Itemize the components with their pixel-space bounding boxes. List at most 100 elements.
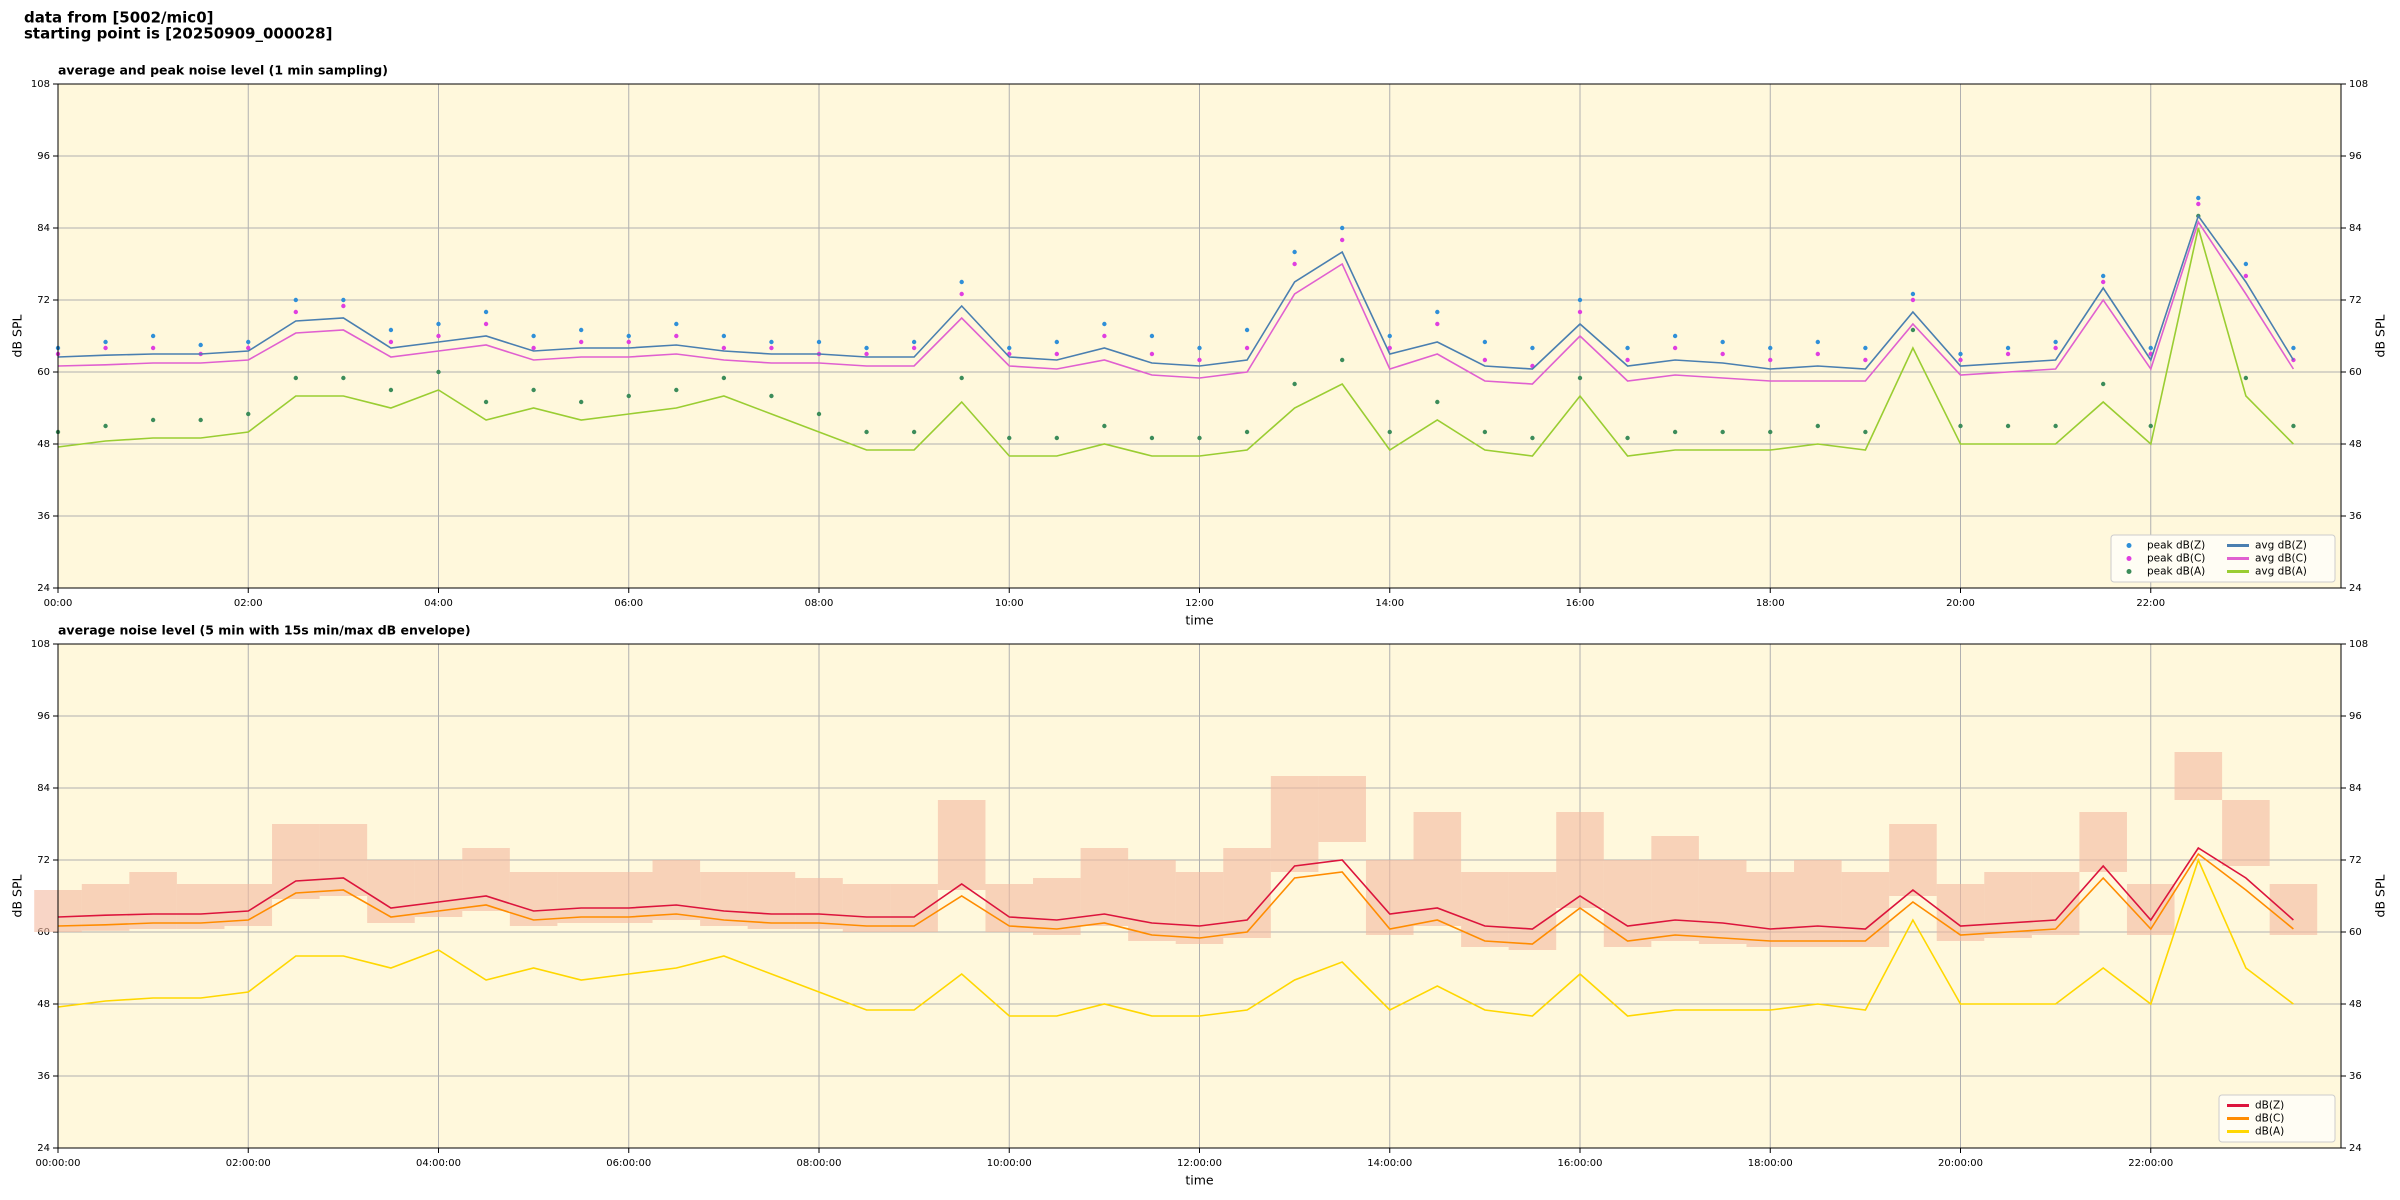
peak-point: [1958, 351, 1963, 357]
x-tick-label: 20:00:00: [1938, 1158, 1983, 1169]
peak-point: [293, 309, 299, 315]
y-tick-label: 24: [37, 583, 50, 594]
peak-point: [1007, 435, 1012, 441]
x-tick-label: 04:00: [424, 598, 453, 609]
envelope-band: [1841, 872, 1890, 947]
peak-point: [531, 387, 536, 393]
peak-point: [1625, 357, 1630, 363]
peak-point: [1054, 435, 1060, 441]
peak-point: [103, 423, 108, 429]
y-tick-label: 60: [37, 367, 50, 378]
peak-point: [578, 399, 584, 405]
peak-point: [2005, 423, 2011, 429]
peak-point: [959, 291, 964, 297]
peak-point: [388, 327, 394, 333]
x-tick-label: 16:00: [1566, 598, 1595, 609]
legend-label: peak dB(A): [2147, 566, 2205, 578]
peak-point: [1102, 423, 1107, 429]
peak-point: [911, 345, 917, 351]
x-tick-label: 10:00:00: [987, 1158, 1032, 1169]
y-tick-label: 48: [2349, 999, 2362, 1010]
envelope-band: [2079, 812, 2127, 872]
peak-point: [198, 417, 203, 423]
peak-point: [1815, 351, 1821, 357]
y-tick-label: 60: [37, 927, 50, 938]
peak-point: [2196, 195, 2201, 201]
peak-point: [150, 345, 156, 351]
peak-point: [293, 375, 299, 381]
x-tick-label: 06:00: [614, 598, 643, 609]
peak-point: [1435, 309, 1440, 315]
peak-point: [2100, 273, 2106, 279]
peak-point: [2053, 339, 2058, 345]
x-tick-label: 04:00:00: [416, 1158, 461, 1169]
peak-point: [1339, 357, 1345, 363]
peak-point: [2291, 345, 2296, 351]
x-tick-label: 14:00: [1375, 598, 1404, 609]
peak-point: [1339, 237, 1345, 243]
peak-point: [1102, 333, 1107, 339]
series-line: [57, 852, 2294, 945]
peak-point: [341, 297, 346, 303]
peak-point: [911, 429, 917, 435]
peak-point: [1672, 333, 1678, 339]
legend-marker: [2126, 543, 2132, 548]
peak-point: [959, 375, 964, 381]
envelope-band: [937, 800, 986, 890]
peak-point: [578, 339, 584, 345]
peak-point: [2148, 423, 2153, 429]
legend-label: avg dB(C): [2255, 553, 2307, 565]
x-tick-label: 16:00:00: [1558, 1158, 1603, 1169]
peak-point: [1768, 345, 1773, 351]
peak-point: [1149, 351, 1155, 357]
legend-box: [2110, 534, 2336, 583]
peak-point: [2291, 423, 2296, 429]
peak-point: [1577, 309, 1583, 315]
envelope-band: [2031, 872, 2080, 935]
peak-point: [103, 345, 108, 351]
x-tick-label: 22:00: [2136, 598, 2165, 609]
y-axis-label: dB SPL: [10, 875, 25, 918]
plot-frame: [57, 83, 2342, 589]
envelope-band: [842, 884, 891, 932]
legend-label: peak dB(Z): [2147, 540, 2205, 552]
peak-point: [483, 321, 489, 327]
y-tick-label: 24: [37, 1143, 50, 1154]
y-tick-label: 108: [2349, 639, 2368, 650]
peak-point: [1387, 345, 1392, 351]
peak-point: [2196, 201, 2201, 207]
x-tick-label: 14:00:00: [1367, 1158, 1412, 1169]
peak-point: [1244, 345, 1250, 351]
legend-label: avg dB(Z): [2255, 540, 2307, 552]
legend-label: avg dB(A): [2255, 566, 2307, 578]
x-tick-label: 06:00:00: [606, 1158, 651, 1169]
x-axis-label: time: [1185, 613, 1214, 628]
y-tick-label: 108: [31, 639, 50, 650]
peak-point: [246, 339, 251, 345]
peak-point: [721, 375, 727, 381]
peak-point: [721, 345, 727, 351]
legend-label: dB(C): [2255, 1113, 2284, 1125]
envelope-band: [795, 878, 843, 929]
envelope-band: [1651, 836, 1699, 941]
envelope-band: [1698, 860, 1747, 944]
envelope-band: [1984, 872, 2032, 938]
peak-point: [2100, 279, 2106, 285]
legend-marker: [2126, 556, 2132, 561]
peak-point: [2148, 345, 2153, 351]
header-line: starting point is [20250909_000028]: [24, 25, 332, 43]
peak-point: [1720, 429, 1725, 435]
y-tick-label: 84: [37, 223, 50, 234]
series-line: [57, 857, 2294, 1017]
envelope-band: [1603, 860, 1652, 947]
header-line: data from [5002/mic0]: [24, 9, 214, 27]
x-tick-label: 00:00: [44, 598, 73, 609]
y-tick-label: 36: [2349, 1071, 2362, 1082]
peak-point: [769, 393, 774, 399]
peak-point: [531, 333, 536, 339]
peak-point: [674, 333, 679, 339]
envelope-band: [1936, 884, 1985, 941]
peak-point: [1482, 339, 1488, 345]
peak-point: [1197, 357, 1202, 363]
